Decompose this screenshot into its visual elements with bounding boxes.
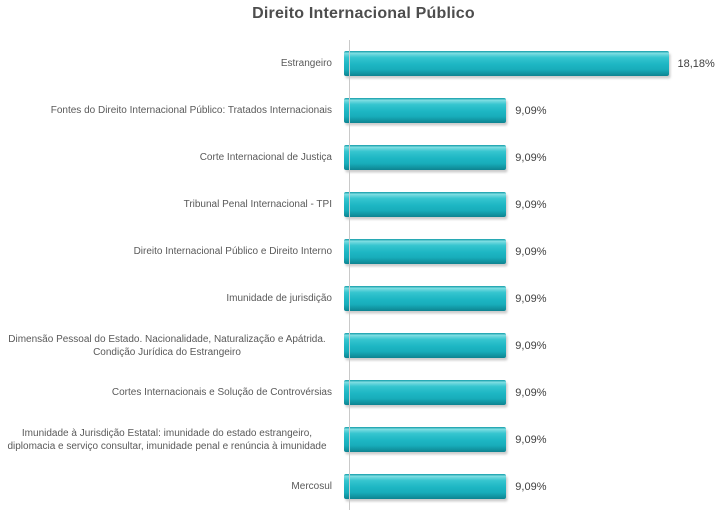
bar-mercosul (344, 474, 507, 499)
value-label: 9,09% (515, 151, 547, 164)
category-label: Imunidade à Jurisdição Estatal: imunidad… (7, 427, 327, 452)
chart-row: Imunidade de jurisdição 9,09% (0, 275, 727, 322)
bar-corte-internacional (344, 145, 507, 170)
value-label: 18,18% (677, 57, 715, 70)
value-label: 9,09% (515, 245, 547, 258)
value-label: 9,09% (515, 198, 547, 211)
y-axis-line (349, 40, 350, 510)
bar-estrangeiro (344, 51, 669, 76)
value-label: 9,09% (515, 386, 547, 399)
bar-fontes-tratados (344, 98, 507, 123)
bar-tribunal-penal-tpi (344, 192, 507, 217)
chart-row: Cortes Internacionais e Solução de Contr… (0, 369, 727, 416)
value-label: 9,09% (515, 104, 547, 117)
bar-publico-interno (344, 239, 507, 264)
category-label: Direito Internacional Público e Direito … (133, 246, 332, 257)
chart-row: Mercosul 9,09% (0, 463, 727, 510)
value-label: 9,09% (515, 339, 547, 352)
category-label: Mercosul (291, 481, 332, 492)
chart-row: Tribunal Penal Internacional - TPI 9,09% (0, 181, 727, 228)
bar-dimensao-pessoal (344, 333, 507, 358)
bar-imunidade-jurisdicao (344, 286, 507, 311)
category-label: Estrangeiro (280, 58, 332, 69)
category-label: Fontes do Direito Internacional Público:… (50, 105, 332, 116)
value-label: 9,09% (515, 292, 547, 305)
plot-area: Estrangeiro 18,18% Fontes do Direito Int… (0, 40, 727, 510)
category-label: Corte Internacional de Justiça (199, 152, 332, 163)
chart-row: Dimensão Pessoal do Estado. Nacionalidad… (0, 322, 727, 369)
bar-rows: Estrangeiro 18,18% Fontes do Direito Int… (0, 40, 727, 510)
category-label: Cortes Internacionais e Solução de Contr… (111, 387, 332, 398)
category-label: Imunidade de jurisdição (226, 293, 332, 304)
chart-row: Estrangeiro 18,18% (0, 40, 727, 87)
chart-row: Fontes do Direito Internacional Público:… (0, 87, 727, 134)
chart-row: Imunidade à Jurisdição Estatal: imunidad… (0, 416, 727, 463)
bar-imunidade-estatal (344, 427, 507, 452)
value-label: 9,09% (515, 433, 547, 446)
chart-row: Direito Internacional Público e Direito … (0, 228, 727, 275)
chart-title: Direito Internacional Público (252, 5, 475, 22)
value-label: 9,09% (515, 480, 547, 493)
chart-row: Corte Internacional de Justiça 9,09% (0, 134, 727, 181)
category-label: Dimensão Pessoal do Estado. Nacionalidad… (8, 333, 326, 358)
bar-cortes-controversias (344, 380, 507, 405)
category-label: Tribunal Penal Internacional - TPI (183, 199, 332, 210)
